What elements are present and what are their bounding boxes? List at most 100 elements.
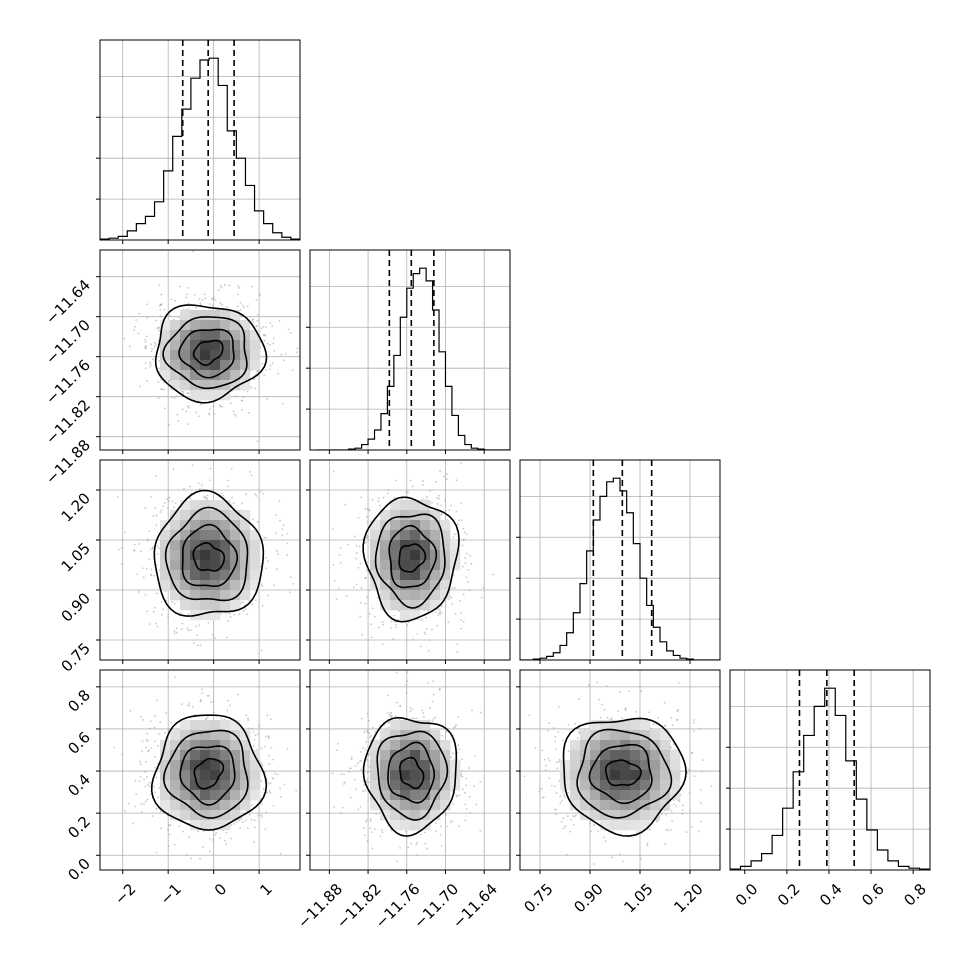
scatter-point: [158, 360, 161, 363]
density-cell: [590, 740, 601, 751]
scatter-point: [253, 819, 256, 822]
density-cell: [220, 320, 231, 331]
density-cell: [250, 770, 261, 781]
scatter-point: [574, 814, 577, 817]
scatter-point: [455, 510, 458, 513]
density-cell: [430, 520, 441, 531]
density-cell: [400, 510, 411, 521]
scatter-point: [436, 624, 439, 627]
scatter-point: [370, 636, 373, 639]
scatter-point: [187, 308, 190, 310]
scatter-point: [149, 793, 152, 796]
scatter-point: [201, 688, 204, 691]
scatter-point: [159, 315, 162, 317]
scatter-point: [363, 731, 366, 734]
scatter-point: [251, 518, 254, 521]
scatter-point: [428, 639, 431, 641]
scatter-point: [422, 712, 425, 714]
scatter-point: [144, 593, 147, 596]
scatter-point: [286, 747, 289, 750]
scatter-point: [343, 783, 345, 785]
scatter-point: [572, 824, 575, 826]
scatter-point: [168, 380, 171, 382]
scatter-point: [640, 857, 642, 860]
density-cell: [420, 580, 431, 591]
scatter-point: [138, 542, 141, 545]
scatter-point: [381, 678, 383, 680]
scatter-point: [167, 500, 170, 503]
density-cell: [180, 800, 191, 811]
density-cell: [620, 820, 631, 831]
scatter-point: [432, 680, 434, 683]
y-tick-label: 0.4: [64, 770, 94, 800]
scatter-point: [136, 573, 139, 576]
scatter-point: [261, 764, 264, 767]
scatter-point: [693, 775, 696, 778]
scatter-point: [682, 804, 684, 807]
scatter-point: [234, 395, 237, 397]
density-cell: [610, 730, 621, 741]
scatter-point: [199, 857, 201, 860]
scatter-point: [269, 343, 272, 346]
scatter-point: [366, 520, 369, 523]
scatter-point: [436, 503, 439, 505]
density-cell: [160, 560, 171, 571]
scatter-point: [457, 744, 460, 747]
density-cell: [390, 760, 401, 771]
density-cell: [400, 500, 411, 511]
scatter-point: [180, 703, 183, 706]
density-cell: [200, 760, 211, 771]
density-cell: [600, 760, 611, 771]
density-cell: [410, 780, 421, 791]
panel-frame: [99, 39, 301, 241]
scatter-point: [562, 827, 565, 830]
scatter-point: [121, 753, 124, 756]
scatter-point: [464, 819, 467, 822]
density-cell: [160, 350, 171, 361]
scatter-point: [149, 720, 152, 723]
scatter-point: [154, 622, 157, 625]
scatter-point: [557, 731, 560, 733]
density-cell: [400, 720, 411, 731]
scatter-point: [405, 491, 408, 493]
scatter-point: [555, 761, 558, 764]
scatter-point: [266, 714, 269, 717]
scatter-point: [141, 750, 144, 753]
scatter-point: [688, 768, 691, 771]
scatter-point: [221, 303, 223, 306]
density-cell: [230, 310, 241, 321]
scatter-point: [146, 740, 149, 742]
density-cell: [240, 800, 251, 811]
density-cell: [210, 580, 221, 591]
density-cell: [420, 540, 431, 551]
scatter-point: [688, 792, 691, 795]
scatter-point: [260, 747, 263, 750]
scatter-point: [233, 613, 235, 616]
scatter-point: [167, 507, 169, 510]
density-cell: [250, 340, 261, 351]
density-cell: [430, 580, 441, 591]
scatter-point: [434, 716, 437, 719]
scatter-point: [559, 802, 562, 805]
scatter-point: [219, 404, 221, 407]
density-cell: [220, 570, 231, 581]
scatter-point: [463, 531, 466, 534]
density-cell: [440, 520, 451, 531]
density-cell: [200, 780, 211, 791]
scatter-point: [444, 499, 446, 502]
scatter-point: [154, 715, 156, 717]
scatter-point: [162, 608, 165, 611]
density-cell: [210, 610, 221, 621]
scatter-point: [226, 479, 229, 482]
scatter-point: [462, 620, 465, 623]
scatter-point: [146, 539, 149, 542]
scatter-point: [451, 752, 454, 755]
scatter-point: [289, 332, 292, 334]
density-cell: [390, 570, 401, 581]
density-cell: [200, 340, 211, 351]
scatter-point: [420, 618, 423, 621]
density-cell: [180, 370, 191, 381]
density-cell: [180, 730, 191, 741]
scatter-point: [196, 634, 199, 637]
density-cell: [590, 760, 601, 771]
